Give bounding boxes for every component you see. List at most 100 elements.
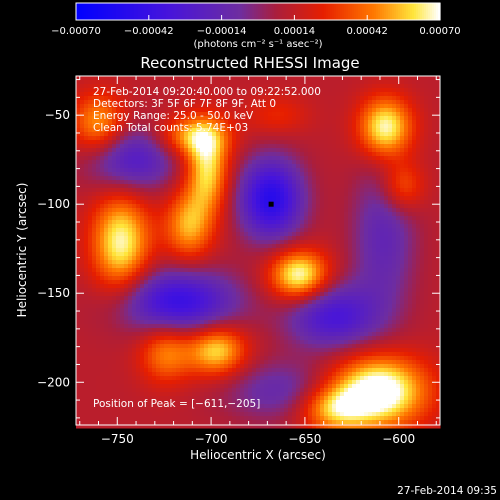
heatmap-pixel xyxy=(260,248,265,253)
heatmap-pixel xyxy=(156,180,161,185)
heatmap-pixel xyxy=(148,168,153,173)
heatmap-pixel xyxy=(108,120,113,125)
heatmap-pixel xyxy=(388,256,393,261)
heatmap-pixel xyxy=(248,184,253,189)
heatmap-pixel xyxy=(180,176,185,181)
heatmap-pixel xyxy=(324,148,329,153)
heatmap-pixel xyxy=(204,244,209,249)
heatmap-pixel xyxy=(80,104,85,109)
heatmap-pixel xyxy=(228,164,233,169)
heatmap-pixel xyxy=(244,136,249,141)
heatmap-pixel xyxy=(348,224,353,229)
heatmap-pixel xyxy=(268,224,273,229)
heatmap-pixel xyxy=(272,200,277,205)
colorbar-segment xyxy=(198,3,201,20)
heatmap-pixel xyxy=(364,220,369,225)
heatmap-pixel xyxy=(76,136,81,141)
heatmap-pixel xyxy=(176,76,181,81)
heatmap-pixel xyxy=(388,120,393,125)
heatmap-pixel xyxy=(212,84,217,89)
heatmap-pixel xyxy=(236,108,241,113)
colorbar-segment xyxy=(386,3,389,20)
heatmap-pixel xyxy=(248,200,253,205)
heatmap-pixel xyxy=(144,188,149,193)
heatmap-pixel xyxy=(268,148,273,153)
heatmap-pixel xyxy=(420,128,425,133)
heatmap-pixel xyxy=(420,80,425,85)
heatmap-pixel xyxy=(416,124,421,129)
colorbar-segment xyxy=(376,3,379,20)
heatmap-pixel xyxy=(208,264,213,269)
heatmap-pixel xyxy=(424,80,429,85)
heatmap-pixel xyxy=(136,228,141,233)
heatmap-pixel xyxy=(92,236,97,241)
colorbar-segment xyxy=(86,3,89,20)
heatmap-pixel xyxy=(128,132,133,137)
heatmap-pixel xyxy=(192,260,197,265)
heatmap-pixel xyxy=(420,216,425,221)
colorbar-segment xyxy=(426,3,429,20)
heatmap-pixel xyxy=(144,148,149,153)
heatmap-pixel xyxy=(420,220,425,225)
heatmap-pixel xyxy=(436,260,441,265)
heatmap-pixel xyxy=(388,116,393,121)
heatmap-pixel xyxy=(384,76,389,81)
heatmap-pixel xyxy=(424,252,429,257)
heatmap-pixel xyxy=(160,188,165,193)
heatmap-pixel xyxy=(332,148,337,153)
heatmap-pixel xyxy=(108,284,113,289)
heatmap-pixel xyxy=(88,148,93,153)
heatmap-pixel xyxy=(132,180,137,185)
heatmap-pixel xyxy=(432,232,437,237)
heatmap-pixel xyxy=(428,172,433,177)
heatmap-pixel xyxy=(212,80,217,85)
heatmap-pixel xyxy=(272,172,277,177)
heatmap-pixel xyxy=(268,244,273,249)
heatmap-pixel xyxy=(160,92,165,97)
heatmap-pixel xyxy=(388,224,393,229)
colorbar-segment xyxy=(290,3,293,20)
heatmap-pixel xyxy=(184,200,189,205)
heatmap-pixel xyxy=(420,172,425,177)
heatmap-pixel xyxy=(88,256,93,261)
heatmap-pixel xyxy=(152,148,157,153)
heatmap-pixel xyxy=(396,128,401,133)
heatmap-pixel xyxy=(340,268,345,273)
heatmap-pixel xyxy=(264,116,269,121)
heatmap-pixel xyxy=(204,228,209,233)
heatmap-pixel xyxy=(184,236,189,241)
heatmap-pixel xyxy=(332,216,337,221)
heatmap-pixel xyxy=(272,204,277,209)
heatmap-pixel xyxy=(288,132,293,137)
heatmap-pixel xyxy=(144,244,149,249)
heatmap-pixel xyxy=(224,116,229,121)
heatmap-pixel xyxy=(412,160,417,165)
heatmap-pixel xyxy=(376,172,381,177)
heatmap-pixel xyxy=(248,112,253,117)
heatmap-pixel xyxy=(228,228,233,233)
heatmap-pixel xyxy=(120,176,125,181)
heatmap-pixel xyxy=(356,268,361,273)
heatmap-pixel xyxy=(420,104,425,109)
heatmap-pixel xyxy=(76,108,81,113)
heatmap-pixel xyxy=(172,108,177,113)
heatmap-pixel xyxy=(160,284,165,289)
heatmap-pixel xyxy=(92,276,97,281)
heatmap-pixel xyxy=(264,152,269,157)
heatmap-pixel xyxy=(136,120,141,125)
heatmap-pixel xyxy=(416,232,421,237)
heatmap-pixel xyxy=(260,276,265,281)
heatmap-pixel xyxy=(128,284,133,289)
heatmap-pixel xyxy=(348,160,353,165)
heatmap-pixel xyxy=(404,176,409,181)
heatmap-pixel xyxy=(416,172,421,177)
heatmap-pixel xyxy=(296,104,301,109)
heatmap-pixel xyxy=(212,168,217,173)
heatmap-pixel xyxy=(264,188,269,193)
heatmap-pixel xyxy=(392,184,397,189)
heatmap-pixel xyxy=(96,136,101,141)
heatmap-pixel xyxy=(128,200,133,205)
heatmap-pixel xyxy=(300,120,305,125)
heatmap-pixel xyxy=(196,264,201,269)
heatmap-pixel xyxy=(268,264,273,269)
